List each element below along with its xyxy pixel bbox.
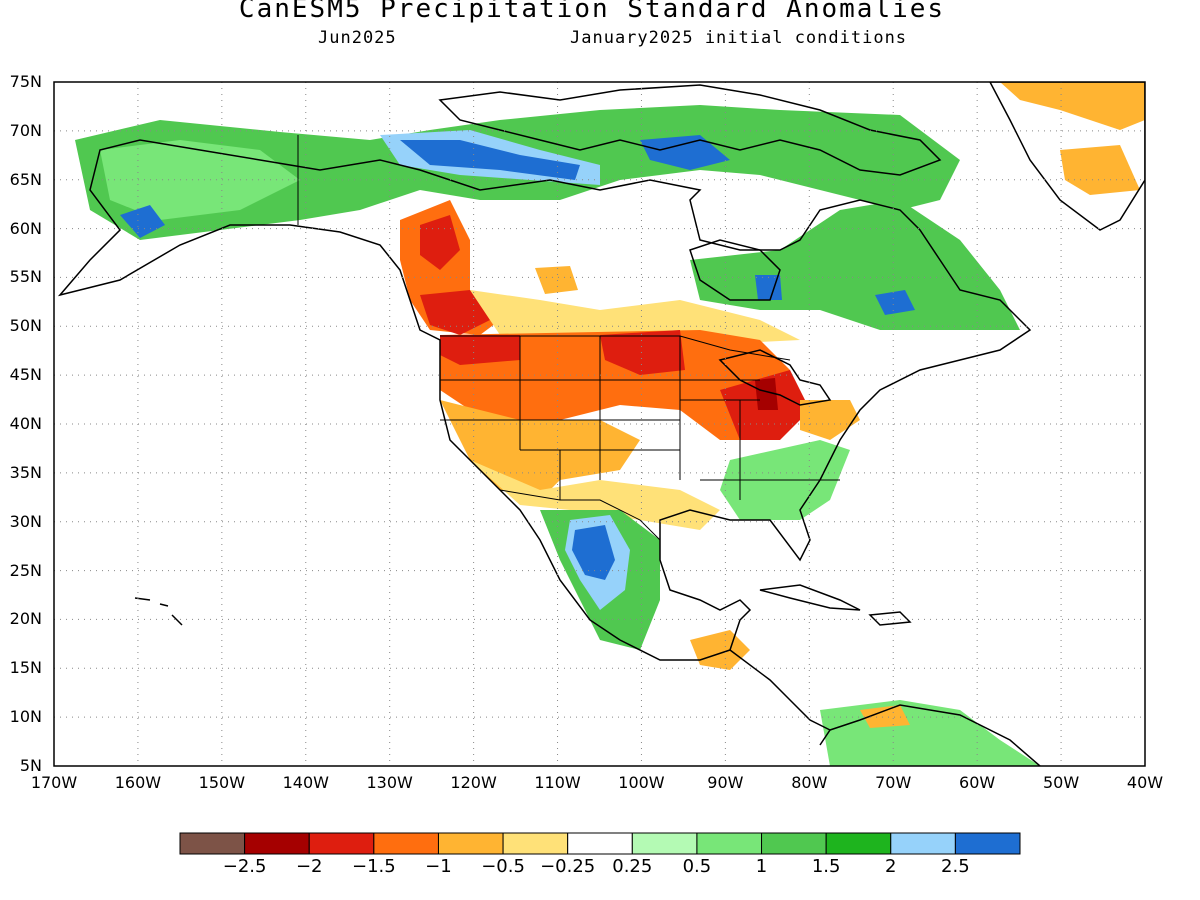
lat-label: 5N xyxy=(19,756,42,775)
colorbar-swatch xyxy=(631,832,698,855)
map-frame xyxy=(53,81,1146,767)
coastline-cuba xyxy=(759,584,861,611)
anomaly-region-alaska-blue xyxy=(120,205,165,238)
colorbar-label: −1.5 xyxy=(351,856,396,877)
anomaly-region-michigan-deepred xyxy=(755,378,778,410)
coastline-great-lakes xyxy=(718,349,832,406)
borders xyxy=(297,135,840,541)
coastline-hispaniola xyxy=(868,611,912,626)
lon-label: 80W xyxy=(791,773,828,792)
border-us-mexico xyxy=(499,489,661,541)
colorbar-label: −0.5 xyxy=(481,856,525,877)
lat-label: 70N xyxy=(9,120,42,140)
lat-label: 35N xyxy=(9,462,42,482)
lon-label: 170W xyxy=(30,773,78,792)
colorbar-label: −1 xyxy=(425,856,452,877)
lat-label: 30N xyxy=(9,511,42,531)
lon-label: 50W xyxy=(1042,773,1080,792)
lon-label: 150W xyxy=(198,773,246,792)
colorbar-label: −2 xyxy=(295,856,323,877)
initial-conditions: January2025 initial conditions xyxy=(570,28,908,48)
anomaly-region-dakotas-red xyxy=(600,330,685,375)
coastlines xyxy=(57,82,1145,766)
coastline-arctic-islands xyxy=(438,84,942,176)
lon-label: 110W xyxy=(534,773,581,792)
anomaly-region-prairie-spot xyxy=(535,266,578,294)
lon-label: 130W xyxy=(366,773,413,792)
coastline-hudson-bay xyxy=(689,239,781,301)
anomaly-region-centralamerica-dry xyxy=(690,630,750,670)
colorbar-swatch xyxy=(825,832,892,855)
colorbar-swatch xyxy=(373,832,439,855)
gridlines xyxy=(54,82,1145,766)
lon-label: 160W xyxy=(114,773,162,792)
lon-label: 100W xyxy=(618,773,665,792)
colorbar-label: 1 xyxy=(755,856,768,877)
lat-label: 55N xyxy=(9,267,42,287)
lat-label: 65N xyxy=(9,169,42,189)
lat-label: 50N xyxy=(9,316,42,336)
lat-label: 40N xyxy=(9,414,42,433)
anomaly-region-mid-atlantic-dry xyxy=(800,400,860,440)
colorbar-label: 2 xyxy=(885,856,897,877)
anomaly-region-hudson-blue xyxy=(755,275,782,300)
anomaly-region-uswest-dry xyxy=(440,330,800,440)
colorbar-swatch xyxy=(890,832,956,855)
lon-label: 140W xyxy=(282,773,329,792)
colorbar-swatch xyxy=(244,832,310,855)
anomaly-region-greenland-dry xyxy=(1000,82,1145,130)
anomaly-region-bc-red2 xyxy=(420,290,490,335)
lat-label: 20N xyxy=(9,609,42,629)
lat-label: 15N xyxy=(9,658,42,678)
lon-label: 70W xyxy=(875,773,912,792)
colorbar-swatch xyxy=(567,832,633,855)
coastline-north-america xyxy=(57,139,1032,661)
anomaly-region-arctic-deepblue xyxy=(400,140,580,180)
anomaly-region-southwest-light xyxy=(470,460,720,530)
forecast-month: Jun2025 xyxy=(318,28,397,48)
colorbar-label: 2.5 xyxy=(941,856,970,877)
anomaly-region-venezuela-dry xyxy=(860,705,910,728)
colorbar-swatch xyxy=(437,832,504,855)
anomaly-region-eastcanada-blue xyxy=(875,290,915,315)
colorbar-label: −0.25 xyxy=(540,856,596,877)
lat-label: 25N xyxy=(9,560,42,580)
lat-label: 10N xyxy=(9,707,42,727)
anomaly-region-eastcanada-wet xyxy=(690,200,1020,330)
colorbar-swatch xyxy=(696,832,763,855)
coastline-south-america xyxy=(829,704,1041,766)
colorbar-swatch xyxy=(502,832,569,855)
coastline-central-america xyxy=(729,649,832,746)
border-us-canada xyxy=(440,335,791,361)
border-us-states xyxy=(440,336,840,500)
coastline-greenland xyxy=(989,82,1145,231)
colorbar-swatch xyxy=(761,832,827,855)
lon-label: 40W xyxy=(1126,773,1164,792)
lon-label: 90W xyxy=(707,773,744,792)
colorbar-label: −2.5 xyxy=(222,856,267,877)
colorbar-swatch xyxy=(308,832,375,855)
lon-label: 60W xyxy=(959,773,996,792)
colorbar-swatch xyxy=(179,832,246,855)
anomaly-field xyxy=(75,82,1145,766)
lat-label: 45N xyxy=(9,365,42,385)
anomaly-region-pnw-red xyxy=(440,335,520,365)
anomaly-region-greenland-dry2 xyxy=(1060,145,1140,195)
anomaly-region-mexico-blue xyxy=(572,525,615,580)
coastline-hawaii xyxy=(134,597,183,626)
map-title: CanESM5 Precipitation Standard Anomalies xyxy=(238,0,946,24)
anomaly-region-alaska-light xyxy=(100,140,300,220)
colorbar-label: 1.5 xyxy=(811,856,841,877)
colorbar-label: 0.25 xyxy=(612,856,653,877)
lon-label: 120W xyxy=(450,773,497,792)
anomaly-region-prairie-light xyxy=(470,290,800,345)
lat-label: 60N xyxy=(9,218,42,238)
colorbar-swatch xyxy=(954,832,1021,855)
anomaly-region-baffin-blue xyxy=(640,135,730,170)
colorbar xyxy=(179,832,1021,855)
colorbar-label: 0.5 xyxy=(682,856,712,877)
lat-label: 75N xyxy=(9,72,42,91)
